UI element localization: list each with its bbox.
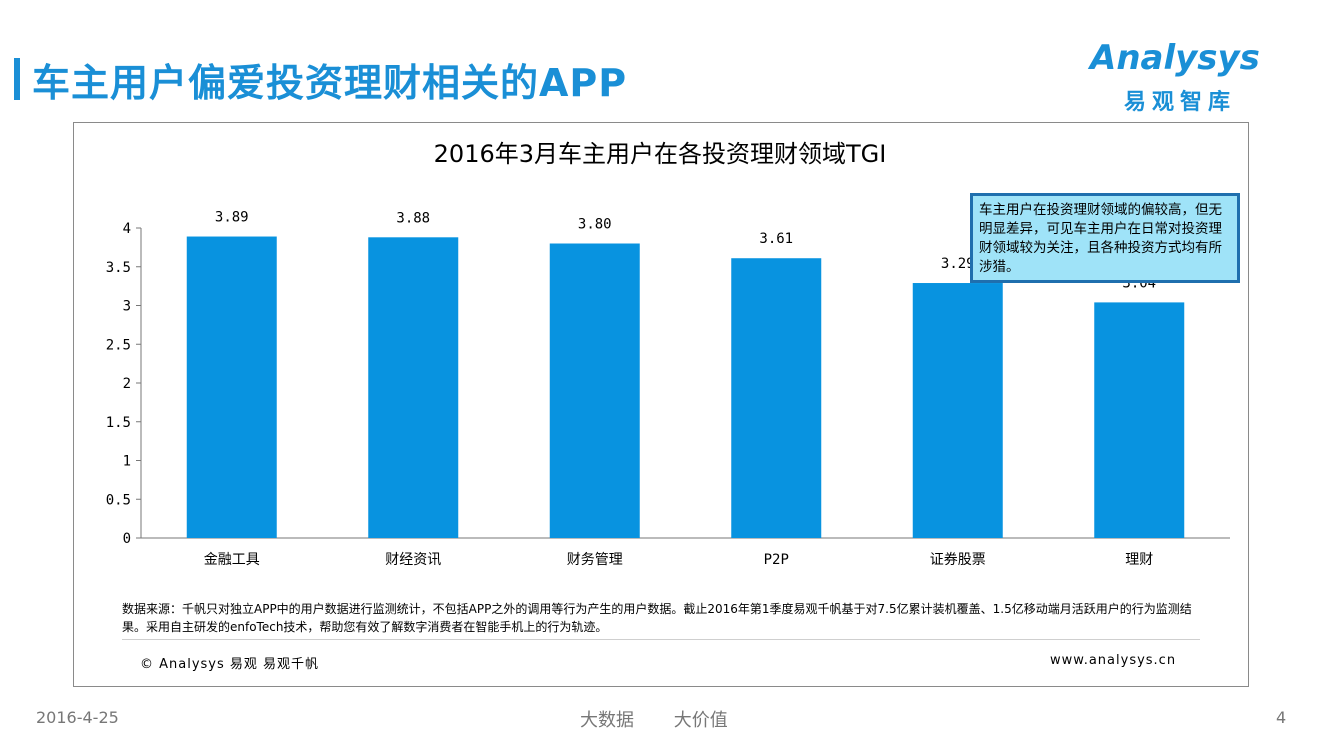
page-title: 车主用户偏爱投资理财相关的APP [32, 61, 628, 105]
category-label-5: 理财 [1125, 552, 1153, 568]
y-tick-label: 3.5 [106, 260, 131, 276]
logo-text-en: Analysys [1090, 38, 1260, 78]
chart-annotation-callout: 车主用户在投资理财领域的偏较高，但无明显差异，可见车主用户在日常对投资理财领域较… [970, 193, 1240, 283]
y-tick-label: 2 [123, 376, 131, 392]
title-accent-bar [14, 58, 20, 100]
bar-5 [1094, 302, 1185, 538]
data-label-0: 3.89 [215, 210, 249, 226]
page-number: 4 [1276, 708, 1287, 727]
y-tick-label: 2.5 [106, 337, 131, 353]
data-label-4: 3.29 [941, 256, 975, 272]
bar-2 [549, 243, 640, 538]
data-label-2: 3.80 [578, 217, 612, 233]
category-label-0: 金融工具 [204, 552, 260, 568]
category-label-2: 财务管理 [567, 552, 623, 568]
category-label-4: 证券股票 [930, 552, 986, 568]
category-label-3: P2P [764, 552, 789, 568]
y-tick-label: 0.5 [106, 492, 131, 508]
bar-0 [186, 236, 277, 538]
y-tick-label: 0 [123, 531, 131, 547]
logo-text-cn: 易观智库 [1124, 90, 1237, 115]
source-note: 数据来源：千帆只对独立APP中的用户数据进行监测统计，不包括APP之外的调用等行… [122, 602, 1192, 634]
footer-date: 2016-4-25 [36, 708, 119, 727]
data-label-1: 3.88 [396, 210, 430, 226]
bar-1 [368, 237, 459, 539]
data-label-3: 3.61 [759, 231, 793, 247]
category-label-1: 财经资讯 [385, 552, 441, 568]
divider [122, 639, 1200, 640]
footer-slogan: 大数据 大价值 [580, 710, 728, 731]
bar-4 [912, 283, 1003, 538]
website-link[interactable]: www.analysys.cn [1050, 653, 1177, 668]
chart-title: 2016年3月车主用户在各投资理财领域TGI [433, 140, 887, 168]
y-tick-label: 3 [123, 299, 131, 315]
analysys-logo: Analysys 易观智库 [1090, 38, 1290, 118]
y-tick-label: 1 [123, 454, 131, 470]
bar-3 [731, 258, 822, 538]
y-tick-label: 4 [123, 221, 131, 237]
copyright: © Analysys 易观 易观千帆 [140, 657, 320, 672]
y-tick-label: 1.5 [106, 415, 131, 431]
